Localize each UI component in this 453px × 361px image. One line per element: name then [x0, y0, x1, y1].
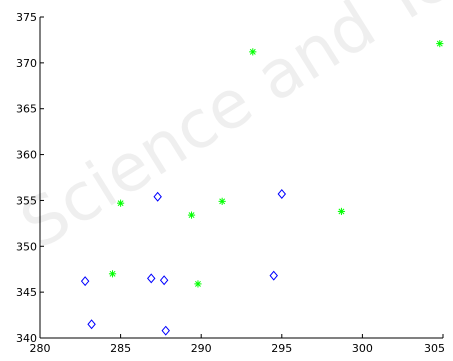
y-axis-ticks: 340 345 350 355 360 365 370 375 [16, 11, 44, 345]
x-tick-label: 305 [424, 342, 445, 355]
x-tick-label: 285 [110, 342, 131, 355]
watermark: Science and Technology [8, 0, 453, 264]
diamond-marker [147, 273, 156, 284]
diamond-marker [277, 189, 287, 199]
diamond-marker [87, 319, 96, 330]
x-axis-ticks: 280 285 290 295 300 305 [30, 334, 445, 355]
asterisk-marker [436, 39, 444, 48]
y-tick-label: 350 [16, 240, 37, 253]
diamond-marker [159, 275, 169, 286]
diamond-marker [80, 276, 90, 287]
watermark-text: Science and Technology [8, 0, 453, 264]
asterisk-marker [187, 211, 196, 219]
asterisk-marker [108, 270, 117, 278]
data-points [80, 39, 444, 336]
y-tick-label: 370 [16, 57, 37, 70]
asterisk-marker [117, 199, 125, 207]
axes [39, 17, 443, 339]
diamond-marker [153, 191, 162, 202]
y-tick-label: 360 [16, 149, 37, 162]
y-tick-label: 345 [16, 286, 37, 299]
asterisk-marker [249, 48, 257, 56]
y-tick-label: 365 [16, 103, 37, 116]
asterisk-marker [194, 280, 202, 288]
y-tick-label: 375 [16, 11, 37, 24]
asterisk-marker [337, 207, 346, 216]
diamond-marker [161, 325, 170, 336]
x-tick-label: 300 [352, 342, 373, 355]
x-tick-label: 295 [271, 342, 292, 355]
x-tick-label: 280 [30, 342, 51, 355]
y-tick-label: 355 [16, 194, 37, 207]
diamond-marker [269, 270, 278, 281]
asterisk-marker [218, 197, 226, 205]
y-tick-label: 340 [16, 332, 37, 345]
x-tick-label: 290 [191, 342, 212, 355]
